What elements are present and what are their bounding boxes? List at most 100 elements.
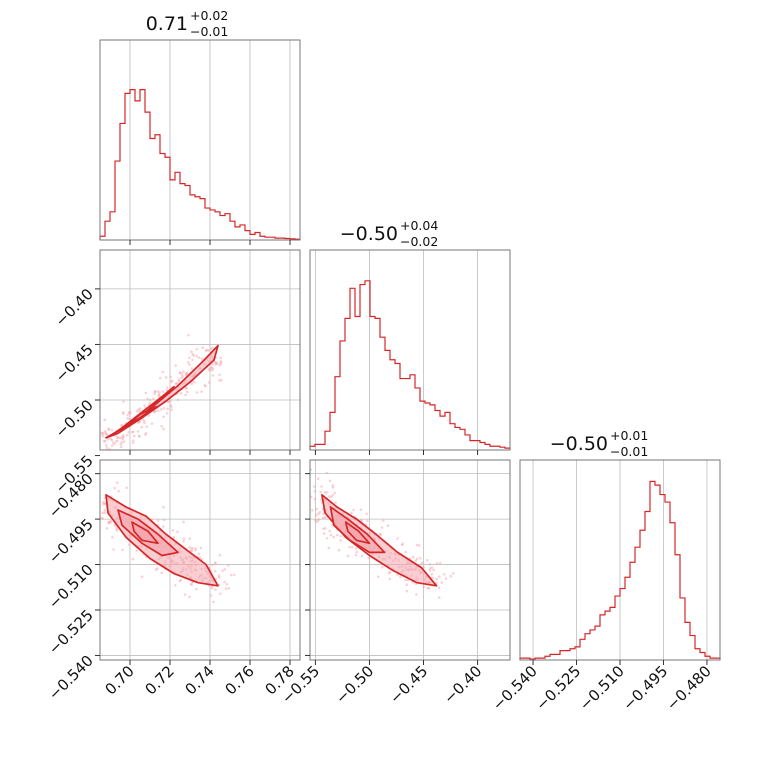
sample-point — [97, 433, 100, 436]
sample-point — [156, 519, 160, 522]
sample-point — [190, 382, 194, 386]
sample-point — [328, 479, 332, 483]
hist-1-title-plus: +0.02 — [190, 8, 228, 23]
sample-point — [350, 511, 353, 515]
sample-point — [217, 576, 221, 579]
sample-point — [221, 569, 224, 573]
sample-point — [443, 573, 446, 576]
sample-point — [158, 376, 162, 380]
scatter-3-1-frame — [99, 459, 301, 661]
hist-3-title-value: −0.50 — [550, 433, 608, 455]
sample-point — [103, 418, 106, 422]
sample-point — [444, 577, 448, 580]
sample-point — [209, 594, 213, 597]
sample-point — [166, 407, 169, 411]
sample-point — [105, 443, 108, 447]
sample-point — [201, 346, 204, 350]
sample-point — [162, 505, 165, 509]
sample-point — [94, 519, 97, 522]
scatter-3-2-contour-3 — [344, 521, 371, 545]
sample-point — [179, 392, 183, 395]
sample-point — [117, 489, 120, 493]
sample-point — [213, 561, 217, 564]
sample-point — [160, 408, 163, 411]
x-tick-label: 0.72 — [141, 662, 177, 698]
sample-point — [227, 564, 230, 567]
sample-point — [144, 433, 147, 436]
sample-point — [325, 491, 329, 494]
sample-point — [191, 358, 194, 362]
sample-point — [437, 586, 441, 589]
sample-point — [405, 583, 409, 586]
sample-point — [360, 519, 364, 523]
sample-point — [135, 410, 139, 413]
sample-point — [200, 357, 204, 360]
sample-point — [144, 391, 148, 395]
x-tick-label: 0.70 — [101, 662, 137, 698]
sample-point — [437, 596, 441, 599]
sample-point — [125, 486, 128, 490]
sample-point — [232, 573, 236, 577]
y-tick-label: −0.45 — [52, 341, 97, 386]
panel-hist-param-3: −0.540−0.525−0.510−0.495−0.480 −0.50 +0.01… — [489, 428, 721, 714]
sample-point — [440, 581, 444, 584]
sample-point — [415, 593, 418, 596]
sample-point — [332, 535, 336, 539]
sample-point — [355, 550, 359, 554]
sample-point — [162, 415, 165, 419]
sample-point — [158, 391, 161, 394]
sample-point — [313, 497, 317, 501]
sample-point — [138, 420, 141, 423]
sample-point — [451, 572, 455, 575]
sample-point — [187, 333, 190, 337]
hist-2-title-value: −0.50 — [340, 223, 398, 245]
sample-point — [113, 442, 116, 446]
sample-point — [188, 356, 191, 360]
sample-point — [162, 518, 166, 522]
sample-point — [322, 532, 326, 535]
sample-point — [137, 408, 140, 411]
sample-point — [213, 569, 217, 573]
sample-point — [122, 440, 126, 443]
sample-point — [174, 382, 178, 386]
sample-point — [143, 421, 146, 425]
sample-point — [194, 547, 198, 550]
sample-point — [414, 559, 417, 562]
sample-point — [131, 430, 134, 434]
sample-point — [367, 556, 371, 560]
sample-point — [103, 430, 107, 433]
sample-point — [184, 393, 187, 397]
sample-point — [162, 525, 165, 528]
sample-point — [217, 574, 221, 577]
sample-point — [95, 504, 98, 507]
sample-point — [415, 557, 419, 561]
sample-point — [319, 490, 322, 494]
sample-point — [157, 409, 160, 413]
sample-point — [109, 437, 112, 441]
sample-point — [115, 481, 119, 485]
sample-point — [218, 373, 221, 377]
sample-point — [224, 587, 228, 590]
sample-point — [325, 537, 329, 540]
sample-point — [335, 533, 339, 537]
sample-point — [126, 413, 130, 417]
sample-point — [187, 361, 190, 364]
sample-point — [315, 513, 318, 517]
sample-point — [148, 398, 152, 402]
sample-point — [422, 585, 426, 589]
hist-3-title-minus: −0.01 — [610, 444, 648, 459]
sample-point — [114, 453, 117, 456]
sample-point — [165, 388, 168, 392]
sample-point — [211, 363, 214, 366]
sample-point — [401, 542, 404, 546]
hist-1-histogram-step — [99, 89, 301, 240]
x-tick-label: 0.74 — [181, 662, 217, 698]
scatter-3-1-contour-3 — [131, 521, 159, 545]
sample-point — [170, 408, 173, 412]
sample-point — [188, 363, 191, 367]
sample-point — [195, 587, 198, 591]
scatter-3-2-frame — [309, 459, 511, 661]
sample-point — [191, 352, 194, 356]
sample-point — [355, 547, 358, 550]
x-tick-label: −0.510 — [576, 662, 628, 714]
